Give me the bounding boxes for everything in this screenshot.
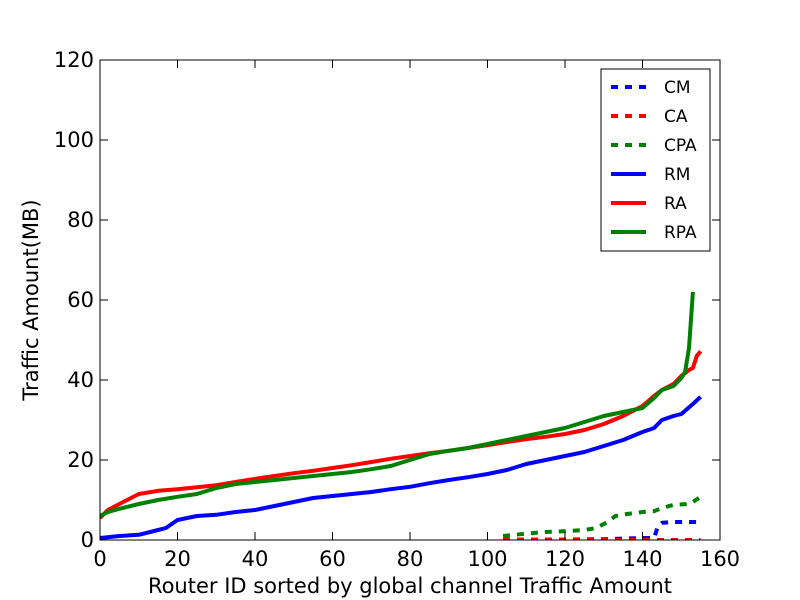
x-tick-label: 80 (397, 547, 424, 571)
x-tick-label: 120 (545, 547, 585, 571)
x-tick-label: 60 (319, 547, 346, 571)
legend-label-ca: CA (664, 107, 688, 127)
y-tick-label: 120 (54, 48, 94, 72)
series-line-rpa (100, 291, 695, 518)
legend-label-ra: RA (664, 194, 687, 214)
x-tick-label: 20 (164, 547, 191, 571)
x-tick-label: 0 (93, 547, 106, 571)
legend-label-rm: RM (664, 165, 690, 185)
legend-label-cm: CM (664, 78, 691, 98)
y-tick-label: 40 (67, 368, 94, 392)
y-tick-label: 60 (67, 288, 94, 312)
ticks: 0 20 40 60 80 100 120 140 160 0 20 40 60 80 100 120 (54, 48, 740, 571)
y-axis-title: Traffic Amount(MB) (19, 199, 43, 401)
plot-area (100, 291, 703, 540)
x-tick-label: 160 (700, 547, 740, 571)
x-axis-title: Router ID sorted by global channel Traff… (148, 574, 672, 598)
y-tick-label: 20 (67, 448, 94, 472)
series-line-cpa (502, 495, 702, 538)
y-tick-label: 100 (54, 128, 94, 152)
legend: CM CA CPA RM RA RPA (600, 68, 711, 252)
legend-label-cpa: CPA (664, 136, 697, 156)
x-tick-label: 140 (622, 547, 662, 571)
series-line-rm (100, 395, 702, 540)
y-tick-label: 80 (67, 208, 94, 232)
y-tick-label: 0 (81, 528, 94, 552)
series-group (100, 291, 703, 540)
x-tick-label: 100 (467, 547, 507, 571)
legend-label-rpa: RPA (664, 223, 697, 243)
x-tick-label: 40 (242, 547, 269, 571)
legend-box (600, 68, 711, 252)
